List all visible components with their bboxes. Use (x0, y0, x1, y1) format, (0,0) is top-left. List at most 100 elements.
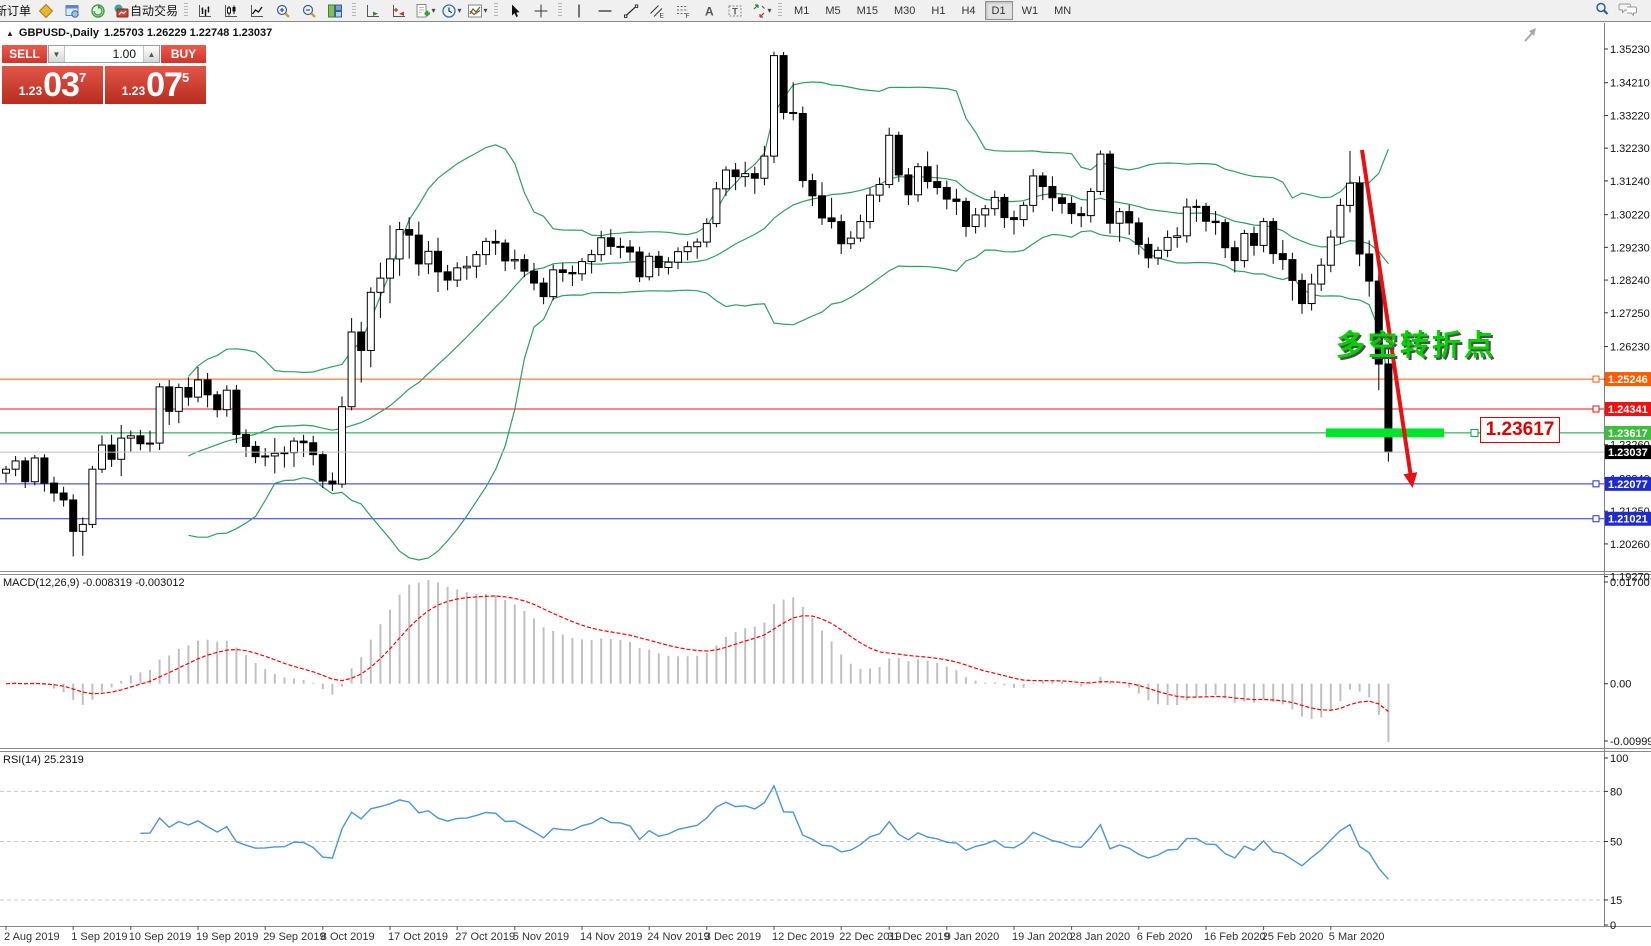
collapse-panel-icon[interactable]: ▲ (6, 28, 14, 38)
cursor-button[interactable] (502, 1, 528, 20)
svg-text:0.00: 0.00 (1610, 679, 1631, 691)
timeframe-button-H4[interactable]: H4 (961, 4, 976, 17)
toolbar: 新订单 自动交易 (0, 0, 1651, 22)
macd-indicator-label: MACD(12,26,9) -0.008319 -0.003012 (3, 577, 185, 589)
svg-text:3 Dec 2019: 3 Dec 2019 (705, 931, 761, 943)
timeframe-button-M1[interactable]: M1 (794, 4, 810, 17)
line-chart-button[interactable] (244, 1, 270, 20)
volume-value[interactable]: 1.00 (112, 47, 136, 61)
sell-price-box[interactable]: 1.23 03 7 (2, 66, 103, 104)
fibonacci-button[interactable]: F (670, 1, 696, 20)
arrows-button[interactable]: ▾ (748, 1, 774, 20)
toolbar-grip (494, 3, 499, 18)
bar-chart-button[interactable] (192, 1, 218, 20)
price-tag-label[interactable]: 1.23617 (1480, 417, 1560, 443)
svg-text:5 Mar 2020: 5 Mar 2020 (1329, 931, 1385, 943)
timeframe-button-M15[interactable]: M15 (856, 4, 878, 17)
svg-text:1.23617: 1.23617 (1608, 428, 1648, 440)
crosshair-icon (534, 4, 548, 17)
vertical-line-icon (578, 4, 580, 17)
svg-text:25 Feb 2020: 25 Feb 2020 (1262, 931, 1324, 943)
tile-windows-button[interactable] (322, 1, 348, 20)
clock-icon (441, 3, 456, 18)
profiles-button[interactable]: ▾ (438, 1, 464, 20)
market-watch-button[interactable] (59, 1, 85, 20)
buy-price-box[interactable]: 1.23 07 5 (105, 66, 206, 104)
autotrading-icon (114, 4, 129, 17)
cursor-icon (512, 4, 520, 17)
tile-windows-icon (328, 4, 343, 17)
svg-text:E: E (660, 12, 665, 19)
text-label-icon: T (728, 5, 742, 16)
sell-button[interactable]: SELL (2, 45, 47, 63)
svg-text:1.27250: 1.27250 (1610, 308, 1650, 320)
svg-text:1.35230: 1.35230 (1610, 44, 1650, 56)
order-badge-icon (38, 3, 54, 18)
chart-shift-button[interactable] (386, 1, 412, 20)
new-order-button[interactable]: 新订单 (0, 1, 33, 20)
zoom-in-button[interactable] (270, 1, 296, 20)
svg-text:50: 50 (1610, 837, 1622, 849)
zoom-out-icon (302, 4, 316, 18)
ohlc-values: 1.25703 1.26229 1.22748 1.23037 (104, 27, 273, 39)
timeframe-button-W1[interactable]: W1 (1021, 4, 1039, 17)
zoom-out-button[interactable] (296, 1, 322, 20)
fibonacci-icon: F (677, 5, 690, 19)
svg-text:80: 80 (1610, 786, 1622, 798)
svg-text:19 Jan 2020: 19 Jan 2020 (1012, 931, 1073, 943)
equidistant-channel-icon: E (650, 4, 665, 19)
chart-shift-icon (393, 4, 406, 17)
svg-text:8 Oct 2019: 8 Oct 2019 (321, 931, 375, 943)
timeframe-button-M30[interactable]: M30 (894, 4, 916, 17)
svg-text:17 Oct 2019: 17 Oct 2019 (388, 931, 448, 943)
svg-text:29 Sep 2019: 29 Sep 2019 (263, 931, 325, 943)
volume-decrease-button[interactable]: ▼ (49, 46, 65, 62)
candlestick-button[interactable] (218, 1, 244, 20)
equidistant-channel-button[interactable]: E (644, 1, 670, 20)
new-order-label: 新订单 (0, 4, 32, 18)
svg-text:1.26230: 1.26230 (1610, 342, 1650, 354)
chevron-down-icon: ▾ (483, 5, 488, 15)
order-badge-button[interactable] (33, 1, 59, 20)
crosshair-button[interactable] (528, 1, 554, 20)
svg-text:1.21021: 1.21021 (1608, 514, 1648, 526)
zoom-in-icon (276, 4, 290, 18)
svg-text:1.29230: 1.29230 (1610, 242, 1650, 254)
trendline-icon (624, 4, 639, 18)
svg-text:1.20260: 1.20260 (1610, 539, 1650, 551)
trendline-button[interactable] (618, 1, 644, 20)
auto-scroll-button[interactable] (360, 1, 386, 20)
svg-text:22 Dec 2019: 22 Dec 2019 (839, 931, 901, 943)
timeframe-button-H1[interactable]: H1 (931, 4, 946, 17)
svg-text:1 Sep 2019: 1 Sep 2019 (71, 931, 127, 943)
chat-icon[interactable] (1618, 1, 1638, 17)
text-button[interactable]: A (696, 1, 722, 20)
volume-increase-button[interactable]: ▲ (143, 46, 159, 62)
svg-text:19 Sep 2019: 19 Sep 2019 (196, 931, 258, 943)
timeframe-button-M5[interactable]: M5 (825, 4, 841, 17)
svg-text:1.33220: 1.33220 (1610, 110, 1650, 122)
navigator-button[interactable] (85, 1, 111, 20)
svg-text:100: 100 (1610, 753, 1628, 765)
svg-text:28 Jan 2020: 28 Jan 2020 (1070, 931, 1131, 943)
svg-text:12 Dec 2019: 12 Dec 2019 (772, 931, 834, 943)
autotrading-button[interactable]: 自动交易 (111, 1, 180, 20)
timeframe-button-MN[interactable]: MN (1054, 4, 1072, 17)
timeframe-button-D1[interactable]: D1 (984, 1, 1013, 20)
turning-point-annotation[interactable]: 多空转折点 (1336, 330, 1497, 362)
timeframe-group: M1 M5 M15 M30 H1 H4 D1 W1 MN (786, 1, 1079, 20)
horizontal-line-button[interactable] (592, 1, 618, 20)
vertical-line-button[interactable] (566, 1, 592, 20)
new-chart-button[interactable]: ▾ (412, 1, 438, 20)
symbol-period-label: GBPUSD-,Daily (18, 27, 99, 39)
templates-button[interactable]: ▾ (464, 1, 490, 20)
search-icon[interactable] (1594, 1, 1610, 17)
svg-text:24 Nov 2019: 24 Nov 2019 (647, 931, 709, 943)
svg-text:1.34210: 1.34210 (1610, 78, 1650, 90)
toolbar-grip (778, 3, 783, 18)
text-label-button[interactable]: T (722, 1, 748, 20)
sell-price-prefix: 1.23 (18, 84, 43, 98)
rsi-indicator-label: RSI(14) 25.2319 (3, 754, 84, 766)
buy-button[interactable]: BUY (161, 45, 206, 63)
